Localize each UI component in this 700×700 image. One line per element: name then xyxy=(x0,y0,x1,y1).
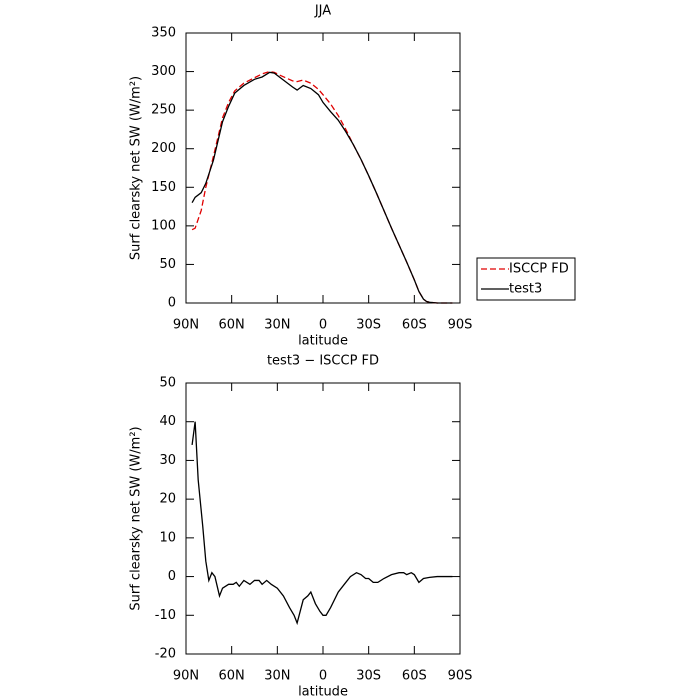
plot-frame xyxy=(185,32,461,304)
y-tick-label: 150 xyxy=(151,180,176,195)
x-tick-label: 60N xyxy=(219,669,245,684)
y-tick-label: -10 xyxy=(155,608,176,623)
legend-label: ISCCP FD xyxy=(509,262,569,277)
y-tick-label: 0 xyxy=(168,296,176,311)
y-tick-label: 30 xyxy=(159,453,176,468)
x-tick-label: 90N xyxy=(173,669,199,684)
y-axis-label: Surf clearsky net SW (W/m²) xyxy=(129,426,144,610)
chart-title: test3 − ISCCP FD xyxy=(267,354,379,369)
y-tick-label: 350 xyxy=(151,26,176,41)
y-tick-label: 50 xyxy=(159,376,176,391)
y-axis-label: Surf clearsky net SW (W/m²) xyxy=(129,76,144,260)
y-tick-label: 100 xyxy=(151,218,176,233)
y-tick-label: 50 xyxy=(159,257,176,272)
x-tick-label: 30S xyxy=(356,669,381,684)
y-tick-label: 40 xyxy=(159,414,176,429)
x-tick-label: 90S xyxy=(448,669,473,684)
legend-label: test3 xyxy=(509,282,542,297)
x-tick-label: 90N xyxy=(173,318,199,333)
x-axis-label: latitude xyxy=(298,334,348,349)
x-tick-label: 60S xyxy=(402,669,427,684)
y-tick-label: 10 xyxy=(159,530,176,545)
x-axis-label: latitude xyxy=(298,685,348,700)
data-line xyxy=(191,421,453,626)
chart-title: JJA xyxy=(314,4,331,19)
y-tick-label: 0 xyxy=(168,569,176,584)
x-tick-label: 0 xyxy=(319,318,327,333)
x-tick-label: 60S xyxy=(402,318,427,333)
x-tick-label: 90S xyxy=(448,318,473,333)
y-tick-label: 20 xyxy=(159,492,176,507)
y-tick-label: 200 xyxy=(151,141,176,156)
y-tick-label: 300 xyxy=(151,64,176,79)
x-tick-label: 30N xyxy=(264,318,290,333)
x-tick-label: 30S xyxy=(356,318,381,333)
data-line xyxy=(191,71,453,304)
x-tick-label: 60N xyxy=(219,318,245,333)
y-tick-label: 250 xyxy=(151,103,176,118)
data-line xyxy=(191,70,453,304)
x-tick-label: 0 xyxy=(319,669,327,684)
plot-frame xyxy=(185,382,461,655)
legend-box xyxy=(476,257,576,301)
x-tick-label: 30N xyxy=(264,669,290,684)
y-tick-label: -20 xyxy=(155,647,176,662)
